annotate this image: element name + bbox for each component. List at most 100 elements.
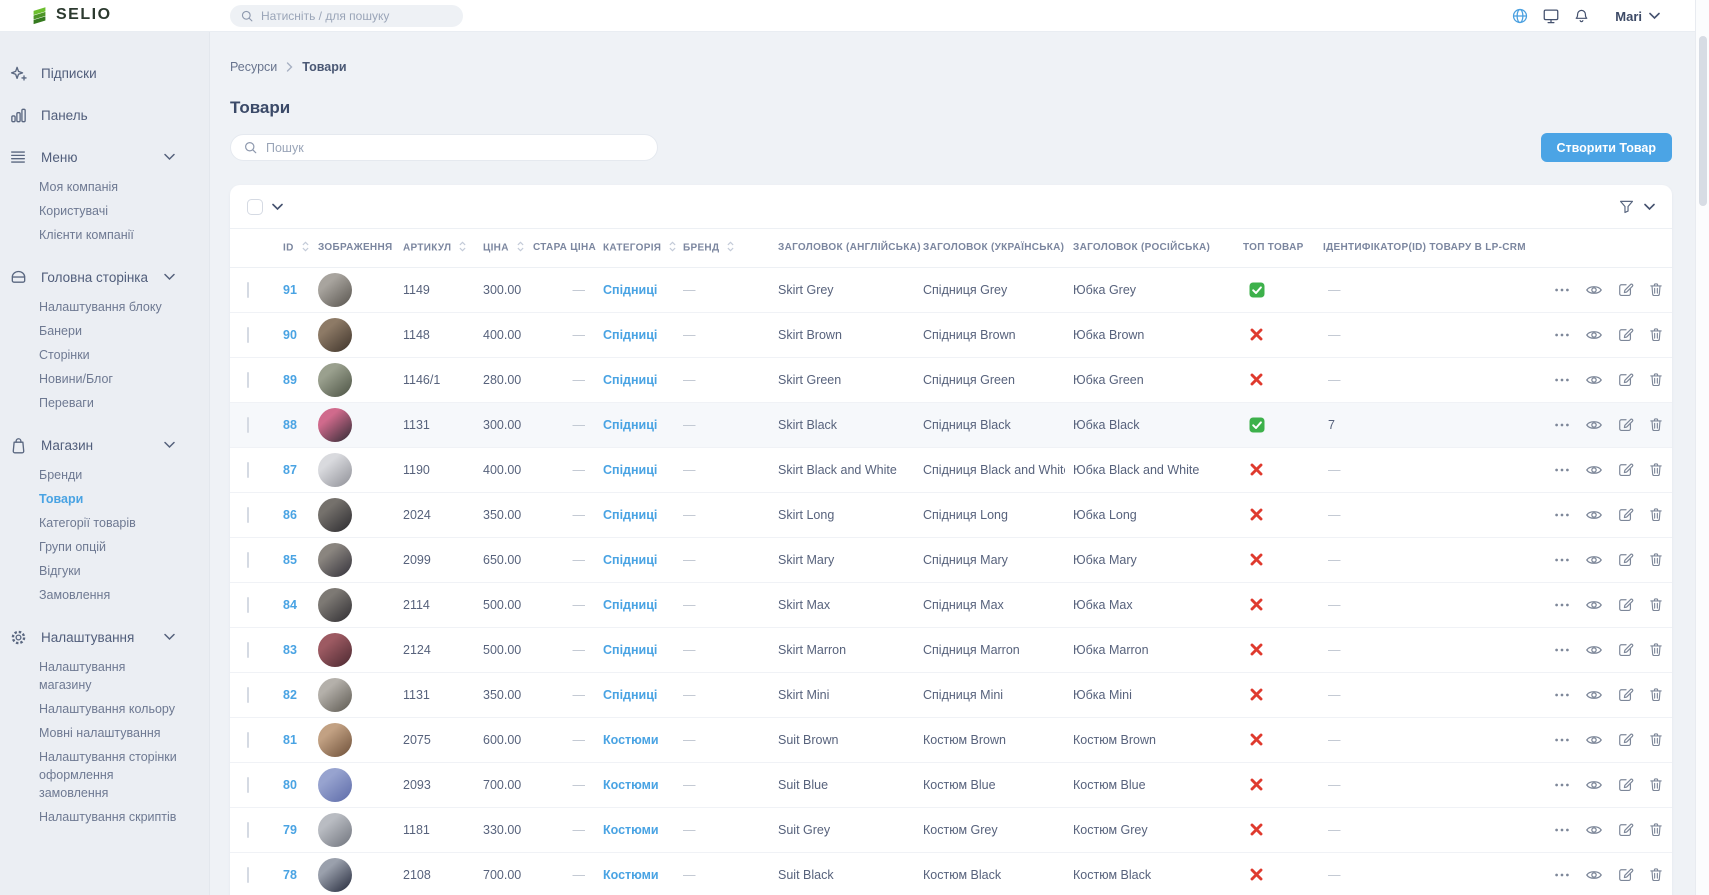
row-view-button[interactable]	[1585, 776, 1603, 794]
table-row[interactable]: 89 1146/1 280.00 — Спідниці — Skirt Gree…	[230, 357, 1672, 403]
row-checkbox[interactable]	[247, 641, 249, 658]
sidebar-subitem[interactable]: Мовні налаштування	[39, 726, 161, 740]
row-more-button[interactable]	[1553, 416, 1571, 434]
row-more-button[interactable]	[1553, 281, 1571, 299]
row-view-button[interactable]	[1585, 821, 1603, 839]
select-all-checkbox[interactable]	[247, 198, 263, 215]
row-view-button[interactable]	[1585, 281, 1603, 299]
product-category-link[interactable]: Спідниці	[603, 597, 658, 612]
global-search[interactable]	[230, 5, 463, 27]
sidebar-subitem[interactable]: Групи опцій	[39, 540, 106, 554]
row-more-button[interactable]	[1553, 461, 1571, 479]
sidebar-subitem[interactable]: Налаштування скриптів	[39, 810, 177, 824]
sidebar-subitem[interactable]: Користувачі	[39, 204, 109, 218]
product-category-link[interactable]: Спідниці	[603, 462, 658, 477]
row-more-button[interactable]	[1553, 641, 1571, 659]
table-row[interactable]: 86 2024 350.00 — Спідниці — Skirt Long С…	[230, 492, 1672, 538]
sidebar-subitem[interactable]: Налаштування кольору	[39, 702, 175, 716]
sidebar-subitem[interactable]: Моя компанія	[39, 180, 119, 194]
product-id-link[interactable]: 79	[283, 822, 297, 837]
product-category-link[interactable]: Спідниці	[603, 417, 658, 432]
row-edit-button[interactable]	[1617, 281, 1634, 298]
sidebar-subitem[interactable]: Сторінки	[39, 348, 90, 362]
row-checkbox[interactable]	[247, 866, 249, 883]
sidebar-group-menu[interactable]: Меню	[8, 144, 209, 170]
row-view-button[interactable]	[1585, 731, 1603, 749]
sidebar-subitem[interactable]: Новини/Блог	[39, 372, 113, 386]
row-delete-button[interactable]	[1648, 461, 1664, 478]
row-checkbox[interactable]	[247, 731, 249, 748]
product-id-link[interactable]: 89	[283, 372, 297, 387]
product-id-link[interactable]: 78	[283, 867, 297, 882]
product-category-link[interactable]: Спідниці	[603, 282, 658, 297]
page-scrollbar[interactable]	[1695, 0, 1709, 895]
product-id-link[interactable]: 85	[283, 552, 297, 567]
row-edit-button[interactable]	[1617, 596, 1634, 613]
table-row[interactable]: 83 2124 500.00 — Спідниці — Skirt Marron…	[230, 627, 1672, 673]
row-delete-button[interactable]	[1648, 776, 1664, 793]
product-category-link[interactable]: Спідниці	[603, 687, 658, 702]
product-category-link[interactable]: Спідниці	[603, 327, 658, 342]
filter-chevron-icon[interactable]	[1644, 203, 1655, 211]
row-more-button[interactable]	[1553, 596, 1571, 614]
product-id-link[interactable]: 87	[283, 462, 297, 477]
row-delete-button[interactable]	[1648, 281, 1664, 298]
chevron-down-icon[interactable]	[164, 273, 175, 281]
row-view-button[interactable]	[1585, 551, 1603, 569]
product-category-link[interactable]: Костюми	[603, 732, 659, 747]
row-more-button[interactable]	[1553, 506, 1571, 524]
table-row[interactable]: 81 2075 600.00 — Костюми — Suit Brown Ко…	[230, 717, 1672, 763]
row-view-button[interactable]	[1585, 371, 1603, 389]
sidebar-group-settings[interactable]: Налаштування	[8, 624, 209, 650]
row-edit-button[interactable]	[1617, 641, 1634, 658]
table-row[interactable]: 82 1131 350.00 — Спідниці — Skirt Mini С…	[230, 672, 1672, 718]
sidebar-subitem[interactable]: Категорії товарів	[39, 516, 136, 530]
product-id-link[interactable]: 83	[283, 642, 297, 657]
row-checkbox[interactable]	[247, 281, 249, 298]
row-delete-button[interactable]	[1648, 551, 1664, 568]
brand-logo[interactable]: SELIO	[30, 5, 112, 25]
product-category-link[interactable]: Костюми	[603, 867, 659, 882]
row-edit-button[interactable]	[1617, 416, 1634, 433]
row-more-button[interactable]	[1553, 821, 1571, 839]
sidebar-group-homepage[interactable]: Головна сторінка	[8, 264, 209, 290]
row-edit-button[interactable]	[1617, 371, 1634, 388]
product-id-link[interactable]: 80	[283, 777, 297, 792]
row-delete-button[interactable]	[1648, 596, 1664, 613]
global-search-input[interactable]	[261, 9, 453, 23]
sidebar-subitem[interactable]: Налаштування блоку	[39, 300, 162, 314]
row-edit-button[interactable]	[1617, 686, 1634, 703]
product-category-link[interactable]: Спідниці	[603, 552, 658, 567]
product-id-link[interactable]: 91	[283, 282, 297, 297]
row-delete-button[interactable]	[1648, 506, 1664, 523]
row-edit-button[interactable]	[1617, 731, 1634, 748]
row-checkbox[interactable]	[247, 821, 249, 838]
sort-carets-icon[interactable]	[669, 241, 676, 255]
row-delete-button[interactable]	[1648, 326, 1664, 343]
row-checkbox[interactable]	[247, 416, 249, 433]
row-edit-button[interactable]	[1617, 776, 1634, 793]
column-header[interactable]: БРЕНД	[675, 229, 770, 268]
row-view-button[interactable]	[1585, 686, 1603, 704]
row-delete-button[interactable]	[1648, 821, 1664, 838]
table-row[interactable]: 88 1131 300.00 — Спідниці — Skirt Black …	[230, 402, 1672, 448]
row-checkbox[interactable]	[247, 506, 249, 523]
sidebar-subitem[interactable]: Банери	[39, 324, 82, 338]
table-row[interactable]: 79 1181 330.00 — Костюми — Suit Grey Кос…	[230, 807, 1672, 853]
breadcrumb-resources[interactable]: Ресурси	[230, 60, 278, 74]
row-edit-button[interactable]	[1617, 821, 1634, 838]
row-delete-button[interactable]	[1648, 686, 1664, 703]
column-header[interactable]: АРТИКУЛ	[395, 229, 475, 268]
sort-carets-icon[interactable]	[302, 241, 309, 255]
monitor-icon[interactable]	[1542, 7, 1560, 25]
row-view-button[interactable]	[1585, 866, 1603, 884]
chevron-down-icon[interactable]	[164, 153, 175, 161]
sidebar-subitem[interactable]: Налаштування магазину	[39, 660, 126, 692]
row-view-button[interactable]	[1585, 416, 1603, 434]
row-view-button[interactable]	[1585, 596, 1603, 614]
row-edit-button[interactable]	[1617, 326, 1634, 343]
table-row[interactable]: 90 1148 400.00 — Спідниці — Skirt Brown …	[230, 312, 1672, 358]
create-product-button[interactable]: Створити Товар	[1540, 133, 1672, 162]
product-id-link[interactable]: 81	[283, 732, 297, 747]
language-globe-icon[interactable]	[1511, 7, 1529, 25]
